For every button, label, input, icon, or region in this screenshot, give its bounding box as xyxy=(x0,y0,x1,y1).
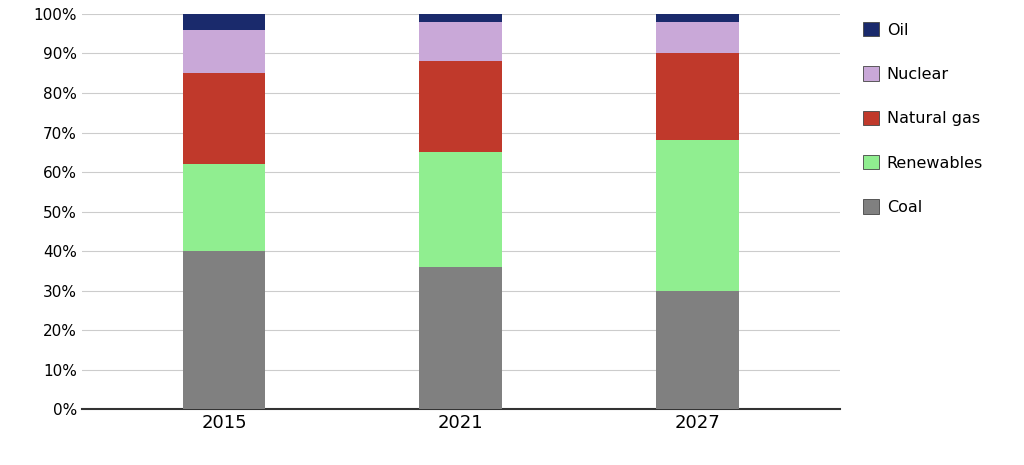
Bar xyxy=(420,153,502,267)
Bar xyxy=(420,22,502,61)
Legend: Oil, Nuclear, Natural gas, Renewables, Coal: Oil, Nuclear, Natural gas, Renewables, C… xyxy=(863,22,983,215)
Bar xyxy=(182,251,265,409)
Bar xyxy=(182,14,265,30)
Bar xyxy=(656,14,739,22)
Bar xyxy=(420,267,502,409)
Bar xyxy=(656,140,739,291)
Bar xyxy=(182,30,265,73)
Bar xyxy=(656,53,739,140)
Bar xyxy=(420,61,502,153)
Bar xyxy=(182,164,265,251)
Bar xyxy=(656,291,739,409)
Bar xyxy=(182,73,265,164)
Bar xyxy=(420,14,502,22)
Bar xyxy=(656,22,739,53)
